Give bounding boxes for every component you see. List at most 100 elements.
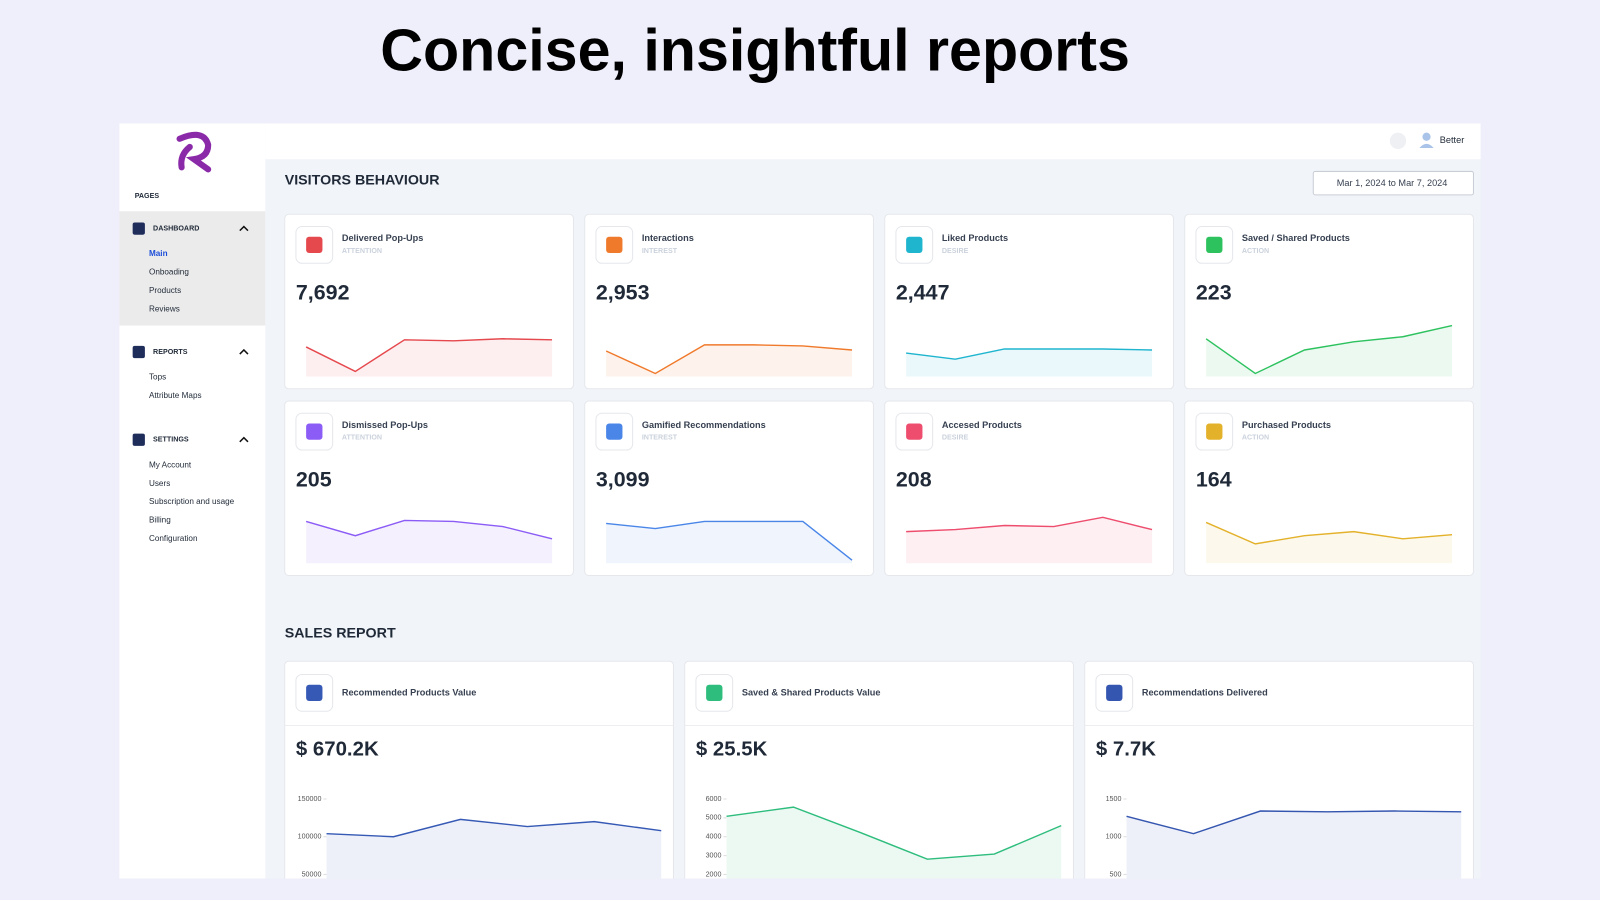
nav-item[interactable]: Onboading [149, 268, 189, 277]
chevron[interactable] [239, 225, 249, 232]
card-value: 7,692 [296, 281, 350, 305]
area [1126, 811, 1462, 885]
line [726, 806, 1062, 860]
card-title: Saved & Shared Products Value [742, 687, 881, 697]
line [1126, 810, 1462, 835]
nav-item[interactable]: Subscription and usage [149, 497, 235, 506]
card-value: $ 7.7K [1096, 738, 1156, 760]
card-title: Liked Products [942, 233, 1008, 243]
metric-card [1184, 213, 1474, 390]
nav-item[interactable]: Billing [149, 516, 171, 525]
metric-card [884, 213, 1174, 390]
nav-item[interactable]: Configuration [149, 534, 198, 543]
avatar[interactable] [1422, 132, 1431, 141]
section-icon [132, 433, 145, 446]
section-title[interactable]: SETTINGS [153, 436, 189, 444]
card-value: 2,447 [896, 281, 950, 305]
card-stage: ATTENTION [342, 247, 382, 255]
card-title: Gamified Recommendations [642, 420, 766, 430]
area [306, 338, 553, 377]
y-tick-label: 150000 [298, 795, 322, 803]
area [606, 521, 853, 564]
section-title: VISITORS BEHAVIOUR [285, 172, 441, 188]
card-stage: DESIRE [942, 247, 969, 255]
card-title: Saved / Shared Products [1242, 233, 1350, 243]
nav-item[interactable]: Tops [149, 373, 166, 382]
metric-card [284, 400, 574, 577]
card-title: Recommendations Delivered [1142, 687, 1268, 697]
card-title: Accesed Products [942, 420, 1022, 430]
card-icon [306, 684, 323, 702]
card-title: Delivered Pop-Ups [342, 233, 424, 243]
card-stage: ACTION [1242, 247, 1269, 255]
line [906, 348, 1153, 360]
card-stage: INTEREST [642, 434, 678, 442]
card-value: 3,099 [596, 467, 650, 491]
area [326, 819, 662, 885]
card-title: Recommended Products Value [342, 687, 477, 697]
chevron[interactable] [239, 436, 249, 443]
card-icon [606, 236, 623, 254]
card-icon [906, 423, 923, 440]
chevron[interactable] [239, 348, 249, 355]
card-stage: ATTENTION [342, 434, 382, 442]
nav-item[interactable]: My Account [149, 460, 192, 469]
nav-item[interactable]: Products [149, 286, 181, 295]
area [1206, 522, 1453, 564]
y-tick-label: 3000 [706, 852, 722, 860]
y-tick-label: 1500 [1106, 795, 1122, 803]
card-icon [1206, 236, 1223, 254]
card-value: 205 [296, 467, 332, 491]
logo [176, 131, 212, 173]
line [1205, 521, 1453, 545]
y-tick-label: 2000 [706, 870, 722, 878]
date-range[interactable]: Mar 1, 2024 to Mar 7, 2024 [1337, 178, 1448, 188]
section-title[interactable]: REPORTS [153, 348, 188, 356]
line [906, 516, 1153, 533]
headline: Concise, insightful reports [380, 17, 1130, 84]
card-icon [306, 236, 323, 254]
nav-item[interactable]: Users [149, 479, 170, 488]
metric-card [284, 213, 574, 390]
chat-icon[interactable] [1389, 132, 1407, 149]
date-picker[interactable] [1312, 170, 1474, 196]
nav-item[interactable]: Attribute Maps [149, 391, 202, 400]
nav-item[interactable]: Reviews [149, 304, 180, 313]
section-icon [132, 222, 145, 235]
y-tick-label: 4000 [706, 833, 722, 841]
nav-item[interactable]: Main [149, 249, 168, 258]
card-icon [1206, 423, 1223, 440]
card-value: 208 [896, 467, 932, 491]
section-title[interactable]: DASHBOARD [153, 224, 199, 232]
card-icon [606, 423, 623, 440]
area [306, 520, 553, 564]
card-icon [706, 684, 723, 702]
card-title: Dismissed Pop-Ups [342, 420, 428, 430]
line [605, 344, 853, 375]
y-tick-label: 100000 [298, 833, 322, 841]
card-value: 2,953 [596, 281, 650, 305]
y-tick-label: 5000 [706, 814, 722, 822]
card-value: 223 [1196, 281, 1232, 305]
metric-card [884, 400, 1174, 577]
card-value: 164 [1196, 467, 1232, 491]
user-name[interactable]: Better [1440, 135, 1464, 145]
section-icon [132, 345, 145, 359]
area [906, 348, 1153, 377]
line [305, 338, 553, 373]
y-tick-label: 6000 [706, 795, 722, 803]
sales-card [284, 660, 674, 900]
y-tick-label: 50000 [302, 870, 322, 878]
card-stage: INTEREST [642, 247, 678, 255]
card-stage: DESIRE [942, 434, 969, 442]
card-icon [906, 236, 923, 254]
metric-card [584, 400, 874, 577]
card-value: $ 670.2K [296, 738, 379, 760]
card-title: Purchased Products [1242, 420, 1331, 430]
card-title: Interactions [642, 233, 694, 243]
y-tick-label: 500 [1110, 870, 1122, 878]
card-value: $ 25.5K [696, 738, 768, 760]
bottom-mask [0, 878, 1600, 900]
